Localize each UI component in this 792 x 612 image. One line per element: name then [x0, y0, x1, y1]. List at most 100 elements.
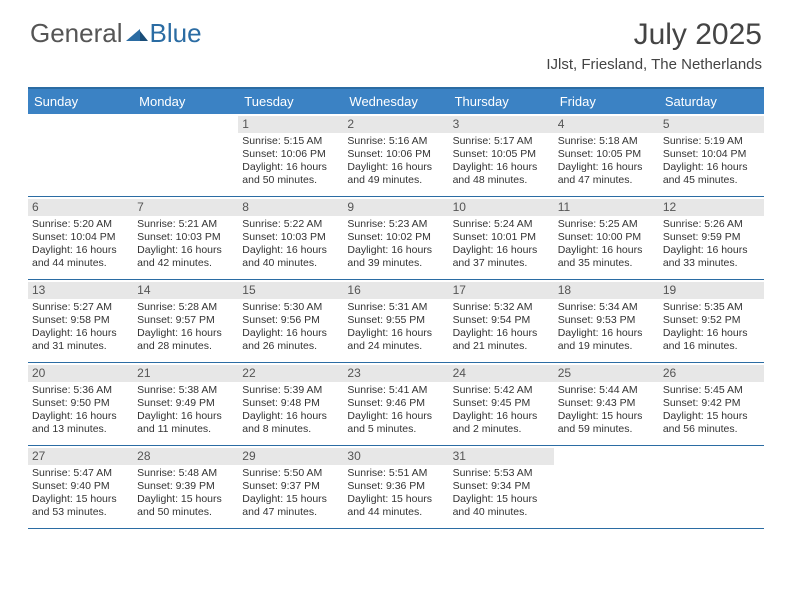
day-cell: 2Sunrise: 5:16 AMSunset: 10:06 PMDayligh…	[343, 114, 448, 196]
week-row: 1Sunrise: 5:15 AMSunset: 10:06 PMDayligh…	[28, 114, 764, 197]
sunrise-text: Sunrise: 5:42 AM	[453, 384, 550, 397]
day-cell: 31Sunrise: 5:53 AMSunset: 9:34 PMDayligh…	[449, 446, 554, 528]
sunrise-text: Sunrise: 5:15 AM	[242, 135, 339, 148]
sunset-text: Sunset: 9:46 PM	[347, 397, 444, 410]
daylight-text: Daylight: 16 hours and 35 minutes.	[558, 244, 655, 270]
logo: General Blue	[30, 18, 202, 49]
daylight-text: Daylight: 15 hours and 47 minutes.	[242, 493, 339, 519]
daylight-text: Daylight: 16 hours and 42 minutes.	[137, 244, 234, 270]
dow-sunday: Sunday	[28, 89, 133, 114]
daylight-text: Daylight: 16 hours and 19 minutes.	[558, 327, 655, 353]
weeks-container: 1Sunrise: 5:15 AMSunset: 10:06 PMDayligh…	[28, 114, 764, 529]
day-cell: 24Sunrise: 5:42 AMSunset: 9:45 PMDayligh…	[449, 363, 554, 445]
day-cell	[28, 114, 133, 196]
day-number: 6	[28, 199, 133, 216]
sunrise-text: Sunrise: 5:18 AM	[558, 135, 655, 148]
day-number: 22	[238, 365, 343, 382]
day-number: 27	[28, 448, 133, 465]
day-number: 28	[133, 448, 238, 465]
sunset-text: Sunset: 10:05 PM	[453, 148, 550, 161]
sunrise-text: Sunrise: 5:44 AM	[558, 384, 655, 397]
day-number: 5	[659, 116, 764, 133]
day-cell: 26Sunrise: 5:45 AMSunset: 9:42 PMDayligh…	[659, 363, 764, 445]
day-number: 26	[659, 365, 764, 382]
sunset-text: Sunset: 9:36 PM	[347, 480, 444, 493]
daylight-text: Daylight: 15 hours and 40 minutes.	[453, 493, 550, 519]
sunrise-text: Sunrise: 5:20 AM	[32, 218, 129, 231]
sunset-text: Sunset: 10:00 PM	[558, 231, 655, 244]
logo-icon	[126, 25, 148, 43]
week-row: 20Sunrise: 5:36 AMSunset: 9:50 PMDayligh…	[28, 363, 764, 446]
sunrise-text: Sunrise: 5:36 AM	[32, 384, 129, 397]
sunrise-text: Sunrise: 5:48 AM	[137, 467, 234, 480]
day-cell: 19Sunrise: 5:35 AMSunset: 9:52 PMDayligh…	[659, 280, 764, 362]
sunset-text: Sunset: 9:48 PM	[242, 397, 339, 410]
daylight-text: Daylight: 15 hours and 50 minutes.	[137, 493, 234, 519]
sunrise-text: Sunrise: 5:53 AM	[453, 467, 550, 480]
day-number: 16	[343, 282, 448, 299]
dow-row: Sunday Monday Tuesday Wednesday Thursday…	[28, 89, 764, 114]
sunset-text: Sunset: 9:55 PM	[347, 314, 444, 327]
sunset-text: Sunset: 9:59 PM	[663, 231, 760, 244]
day-cell: 11Sunrise: 5:25 AMSunset: 10:00 PMDaylig…	[554, 197, 659, 279]
day-cell: 12Sunrise: 5:26 AMSunset: 9:59 PMDayligh…	[659, 197, 764, 279]
dow-saturday: Saturday	[659, 89, 764, 114]
daylight-text: Daylight: 16 hours and 49 minutes.	[347, 161, 444, 187]
day-cell: 25Sunrise: 5:44 AMSunset: 9:43 PMDayligh…	[554, 363, 659, 445]
calendar: Sunday Monday Tuesday Wednesday Thursday…	[28, 87, 764, 529]
daylight-text: Daylight: 15 hours and 59 minutes.	[558, 410, 655, 436]
day-cell: 4Sunrise: 5:18 AMSunset: 10:05 PMDayligh…	[554, 114, 659, 196]
day-number: 30	[343, 448, 448, 465]
day-number: 14	[133, 282, 238, 299]
day-cell: 7Sunrise: 5:21 AMSunset: 10:03 PMDayligh…	[133, 197, 238, 279]
day-cell	[133, 114, 238, 196]
day-number: 18	[554, 282, 659, 299]
sunrise-text: Sunrise: 5:30 AM	[242, 301, 339, 314]
day-cell: 17Sunrise: 5:32 AMSunset: 9:54 PMDayligh…	[449, 280, 554, 362]
sunset-text: Sunset: 9:34 PM	[453, 480, 550, 493]
daylight-text: Daylight: 16 hours and 47 minutes.	[558, 161, 655, 187]
day-cell: 23Sunrise: 5:41 AMSunset: 9:46 PMDayligh…	[343, 363, 448, 445]
day-number: 7	[133, 199, 238, 216]
daylight-text: Daylight: 16 hours and 11 minutes.	[137, 410, 234, 436]
sunrise-text: Sunrise: 5:24 AM	[453, 218, 550, 231]
daylight-text: Daylight: 16 hours and 50 minutes.	[242, 161, 339, 187]
day-number: 3	[449, 116, 554, 133]
sunrise-text: Sunrise: 5:32 AM	[453, 301, 550, 314]
day-cell: 27 Sunrise: 5:47 AMSunset: 9:40 PMDayligh…	[28, 446, 133, 528]
sunset-text: Sunset: 9:58 PM	[32, 314, 129, 327]
sunrise-text: Sunrise: 5:26 AM	[663, 218, 760, 231]
sunset-text: Sunset: 9:40 PM	[32, 480, 129, 493]
sunrise-text: Sunrise: 5:41 AM	[347, 384, 444, 397]
day-number: 19	[659, 282, 764, 299]
day-cell: 28Sunrise: 5:48 AMSunset: 9:39 PMDayligh…	[133, 446, 238, 528]
daylight-text: Daylight: 15 hours and 53 minutes.	[32, 493, 129, 519]
sunset-text: Sunset: 10:03 PM	[242, 231, 339, 244]
day-cell: 13Sunrise: 5:27 AMSunset: 9:58 PMDayligh…	[28, 280, 133, 362]
title-block: July 2025 IJlst, Friesland, The Netherla…	[546, 18, 762, 73]
sunrise-text: Sunrise: 5:27 AM	[32, 301, 129, 314]
dow-monday: Monday	[133, 89, 238, 114]
daylight-text: Daylight: 16 hours and 24 minutes.	[347, 327, 444, 353]
daylight-text: Daylight: 16 hours and 28 minutes.	[137, 327, 234, 353]
daylight-text: Daylight: 16 hours and 16 minutes.	[663, 327, 760, 353]
sunrise-text: Sunrise: 5:28 AM	[137, 301, 234, 314]
sunrise-text: Sunrise: 5:47 AM	[32, 467, 129, 480]
sunrise-text: Sunrise: 5:35 AM	[663, 301, 760, 314]
sunset-text: Sunset: 9:54 PM	[453, 314, 550, 327]
header: General Blue July 2025 IJlst, Friesland,…	[0, 0, 792, 77]
sunset-text: Sunset: 10:04 PM	[32, 231, 129, 244]
sunrise-text: Sunrise: 5:45 AM	[663, 384, 760, 397]
day-number: 24	[449, 365, 554, 382]
day-cell: 1 Sunrise: 5:15 AMSunset: 10:06 PMDayligh…	[238, 114, 343, 196]
sunset-text: Sunset: 9:53 PM	[558, 314, 655, 327]
sunset-text: Sunset: 10:06 PM	[242, 148, 339, 161]
logo-text-1: General	[30, 18, 123, 49]
sunrise-text: Sunrise: 5:31 AM	[347, 301, 444, 314]
sunset-text: Sunset: 10:06 PM	[347, 148, 444, 161]
day-number: 1	[238, 116, 343, 133]
sunrise-text: Sunrise: 5:25 AM	[558, 218, 655, 231]
daylight-text: Daylight: 15 hours and 56 minutes.	[663, 410, 760, 436]
day-number: 29	[238, 448, 343, 465]
day-number: 12	[659, 199, 764, 216]
